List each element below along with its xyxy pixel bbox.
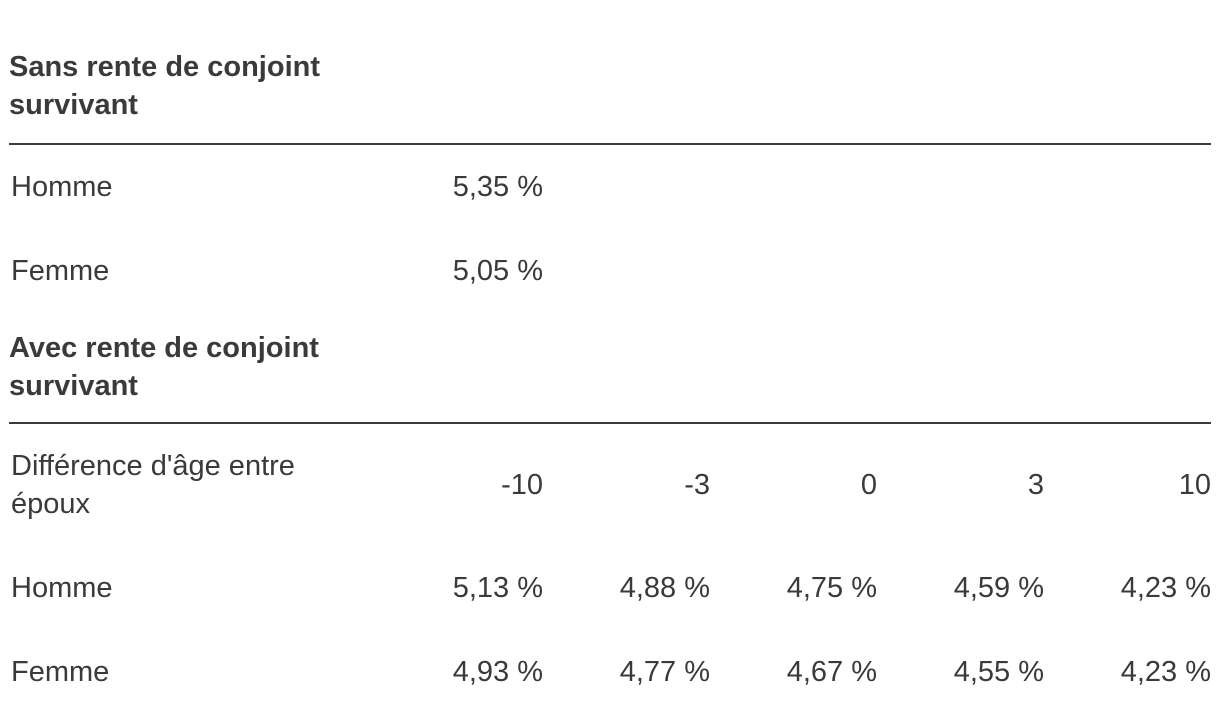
rate-value: 4,88 %	[619, 572, 710, 604]
rate-value: 4,93 %	[452, 656, 543, 688]
empty-cell	[877, 144, 1044, 229]
section-title-text: Avec rente de conjoint survivant	[9, 332, 319, 402]
rate-value: 4,55 %	[953, 656, 1044, 688]
row-label-homme: Homme	[11, 572, 113, 604]
empty-cell	[710, 144, 877, 229]
col-header-value: 3	[1027, 469, 1044, 501]
empty-cell	[877, 229, 1044, 313]
rate-value: 4,23 %	[1120, 572, 1211, 604]
table-row-femme-avec: Femme 4,93 % 4,77 % 4,67 % 4,55 % 4,23 %	[9, 630, 1211, 714]
section-header-row-sans-rente: Sans rente de conjoint survivant	[9, 0, 1211, 145]
empty-cell	[543, 144, 710, 229]
rate-value: 4,77 %	[619, 656, 710, 688]
empty-cell	[1044, 144, 1211, 229]
table-row-homme-avec: Homme 5,13 % 4,88 % 4,75 % 4,59 % 4,23 %	[9, 546, 1211, 630]
col-header-label-text: Différence d'âge entre époux	[11, 450, 295, 520]
rate-value: 5,05 %	[452, 255, 543, 287]
section-header-row-avec-rente: Avec rente de conjoint survivant	[9, 313, 1211, 424]
row-label-femme: Femme	[11, 255, 110, 287]
section-title-text: Sans rente de conjoint survivant	[9, 51, 320, 121]
table-row-femme-sans: Femme 5,05 %	[9, 229, 1211, 313]
rate-value: 4,59 %	[953, 572, 1044, 604]
col-header-value: 0	[860, 469, 877, 501]
rates-table-container: Sans rente de conjoint survivant Homme 5…	[9, 0, 1211, 714]
row-label-femme: Femme	[11, 656, 110, 688]
rate-value: 4,67 %	[786, 656, 877, 688]
section-title-sans-rente: Sans rente de conjoint survivant	[9, 0, 1211, 145]
rate-value: 5,35 %	[452, 171, 543, 203]
conversion-rates-table: Sans rente de conjoint survivant Homme 5…	[9, 0, 1211, 714]
section-title-avec-rente: Avec rente de conjoint survivant	[9, 313, 1211, 424]
empty-cell	[1044, 229, 1211, 313]
table-row-homme-sans: Homme 5,35 %	[9, 144, 1211, 229]
column-header-row: Différence d'âge entre époux -10 -3 0 3 …	[9, 423, 1211, 546]
empty-cell	[543, 229, 710, 313]
col-header-value: -3	[684, 469, 710, 501]
rate-value: 4,75 %	[786, 572, 877, 604]
col-header-value: 10	[1178, 469, 1211, 501]
col-header-value: -10	[501, 469, 543, 501]
rate-value: 4,23 %	[1120, 656, 1211, 688]
rate-value: 5,13 %	[452, 572, 543, 604]
col-header-label: Différence d'âge entre époux	[9, 423, 376, 546]
empty-cell	[710, 229, 877, 313]
row-label-homme: Homme	[11, 171, 113, 203]
